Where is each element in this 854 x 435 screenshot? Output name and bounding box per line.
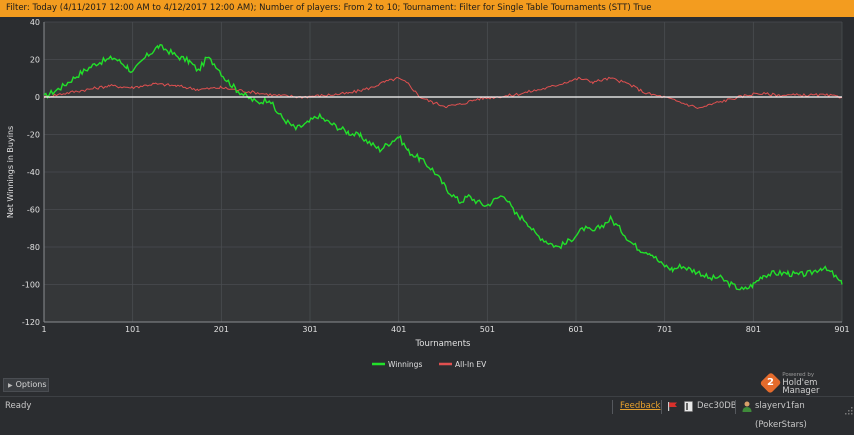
- x-tick-label: 201: [214, 325, 229, 334]
- status-separator: [661, 400, 662, 414]
- options-button[interactable]: ▶ Options: [3, 378, 49, 392]
- legend-item[interactable]: All-In EV: [439, 360, 487, 369]
- y-tick-label: 40: [30, 18, 40, 27]
- flag-icon[interactable]: [668, 402, 678, 411]
- feedback-link[interactable]: Feedback: [620, 401, 661, 411]
- expand-arrow-icon: ▶: [8, 382, 13, 389]
- y-tick-label: -120: [22, 318, 40, 327]
- powered-by-label: Powered by: [782, 372, 815, 378]
- status-bar: Ready Feedback Dec30DB slayerv1fan (Poke…: [0, 396, 854, 430]
- chart-area: 40 20 0 -20 -40 -60 -80 -100 -120 1 101 201 301 401 50…: [0, 17, 854, 377]
- y-tick-label: 20: [30, 56, 40, 65]
- active-player[interactable]: slayerv1fan (PokerStars): [755, 401, 807, 430]
- y-axis-label: Net Winnings in Buyins: [6, 126, 15, 218]
- y-tick-label: 0: [35, 93, 40, 102]
- legend-item[interactable]: Winnings: [372, 360, 422, 369]
- y-tick-label: -80: [27, 243, 40, 252]
- x-tick-label: 801: [746, 325, 761, 334]
- x-tick-label: 601: [568, 325, 583, 334]
- series-line-all-in-ev: [43, 76, 843, 109]
- x-tick-label: 1: [41, 325, 46, 334]
- database-name[interactable]: Dec30DB: [697, 401, 737, 411]
- series-line-winnings: [43, 43, 843, 291]
- brand-name: Hold'em Manager: [782, 378, 820, 396]
- y-tick-label: -20: [27, 131, 40, 140]
- legend-label: Winnings: [388, 360, 422, 369]
- x-tick-label: 101: [125, 325, 140, 334]
- y-tick-label: -100: [22, 281, 40, 290]
- status-separator: [612, 400, 613, 414]
- brand-logo-block: 2 Powered by Hold'em Manager: [759, 371, 854, 396]
- database-icon: [684, 401, 693, 412]
- user-icon: [742, 401, 752, 412]
- filter-bar[interactable]: Filter: Today (4/11/2017 12:00 AM to 4/1…: [0, 0, 854, 17]
- x-tick-label: 501: [480, 325, 495, 334]
- options-label: Options: [15, 380, 47, 389]
- resize-grip-icon[interactable]: [845, 407, 853, 415]
- logo-glyph: 2: [767, 376, 775, 388]
- y-tick-label: -60: [27, 206, 40, 215]
- x-tick-label: 301: [302, 325, 317, 334]
- status-separator: [735, 400, 736, 414]
- y-tick-label: -40: [27, 168, 40, 177]
- legend-label: All-In EV: [455, 360, 487, 369]
- x-tick-label: 401: [391, 325, 406, 334]
- status-ready: Ready: [5, 401, 32, 411]
- x-tick-label: 901: [834, 325, 849, 334]
- x-tick-label: 701: [657, 325, 672, 334]
- x-axis-label: Tournaments: [415, 339, 472, 349]
- holdem-manager-logo-icon: 2: [759, 371, 782, 395]
